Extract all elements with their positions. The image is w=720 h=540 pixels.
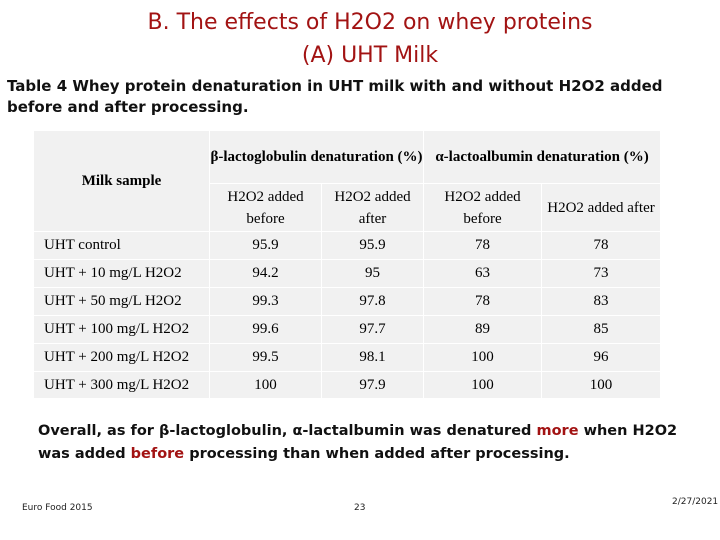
- value-cell: 78: [423, 231, 542, 260]
- table-row: UHT control 95.9 95.9 78 78: [33, 231, 662, 260]
- header-beta-lactoglobulin: β-lactoglobulin denaturation (%): [209, 130, 424, 184]
- value-cell: 98.1: [321, 343, 424, 372]
- table-row: UHT + 300 mg/L H2O2 100 97.9 100 100: [33, 371, 662, 400]
- header-milk-sample: Milk sample: [33, 130, 210, 232]
- header-alpha-lactoalbumin: α-lactoalbumin denaturation (%): [422, 130, 662, 184]
- conclusion-part: processing than when added after process…: [184, 446, 570, 462]
- sample-cell: UHT + 200 mg/L H2O2: [33, 343, 210, 372]
- footer-date: 2/27/2021: [672, 497, 719, 507]
- table-row: UHT + 50 mg/L H2O2 99.3 97.8 78 83: [33, 287, 662, 316]
- value-cell: 97.7: [321, 315, 424, 344]
- value-cell: 96: [540, 343, 662, 372]
- footer-event: Euro Food 2015: [22, 503, 93, 513]
- value-cell: 100: [540, 371, 662, 400]
- value-cell: 89: [423, 315, 542, 344]
- conclusion-text: Overall, as for β-lactoglobulin, α-lacta…: [38, 420, 708, 466]
- value-cell: 95.9: [321, 231, 424, 260]
- value-cell: 63: [423, 259, 542, 288]
- value-cell: 78: [423, 287, 542, 316]
- sample-cell: UHT control: [33, 231, 210, 260]
- value-cell: 99.3: [209, 287, 322, 316]
- value-cell: 85: [540, 315, 662, 344]
- slide-subtitle: (A) UHT Milk: [301, 43, 439, 68]
- slide-title: B. The effects of H2O2 on whey proteins: [147, 10, 593, 35]
- value-cell: 99.5: [209, 343, 322, 372]
- value-cell: 94.2: [209, 259, 322, 288]
- highlight-before: before: [130, 446, 185, 462]
- value-cell: 97.9: [321, 371, 424, 400]
- table-row: UHT + 100 mg/L H2O2 99.6 97.7 89 85: [33, 315, 662, 344]
- value-cell: 95.9: [209, 231, 322, 260]
- value-cell: 100: [423, 371, 542, 400]
- table-caption: Table 4 Whey protein denaturation in UHT…: [7, 77, 663, 116]
- value-cell: 99.6: [209, 315, 322, 344]
- page-number: 23: [354, 503, 366, 513]
- value-cell: 100: [423, 343, 542, 372]
- subheader-beta-after: H2O2 added after: [321, 183, 424, 232]
- sample-cell: UHT + 100 mg/L H2O2: [33, 315, 210, 344]
- conclusion-part: Overall, as for β-lactoglobulin, α-lacta…: [38, 423, 537, 439]
- value-cell: 100: [209, 371, 322, 400]
- highlight-more: more: [536, 423, 579, 439]
- denaturation-table: Milk sample β-lactoglobulin denaturation…: [33, 130, 662, 400]
- value-cell: 95: [321, 259, 424, 288]
- table-row: UHT + 10 mg/L H2O2 94.2 95 63 73: [33, 259, 662, 288]
- value-cell: 83: [540, 287, 662, 316]
- conclusion-part: when H2O2 was added: [38, 423, 678, 462]
- value-cell: 78: [540, 231, 662, 260]
- sample-cell: UHT + 50 mg/L H2O2: [33, 287, 210, 316]
- table-row: UHT + 200 mg/L H2O2 99.5 98.1 100 96: [33, 343, 662, 372]
- value-cell: 73: [540, 259, 662, 288]
- sample-cell: UHT + 10 mg/L H2O2: [33, 259, 210, 288]
- value-cell: 97.8: [321, 287, 424, 316]
- sample-cell: UHT + 300 mg/L H2O2: [33, 371, 210, 400]
- subheader-alpha-before: H2O2 added before: [423, 183, 542, 232]
- subheader-beta-before: H2O2 added before: [209, 183, 322, 232]
- subheader-alpha-after: H2O2 added after: [540, 183, 662, 232]
